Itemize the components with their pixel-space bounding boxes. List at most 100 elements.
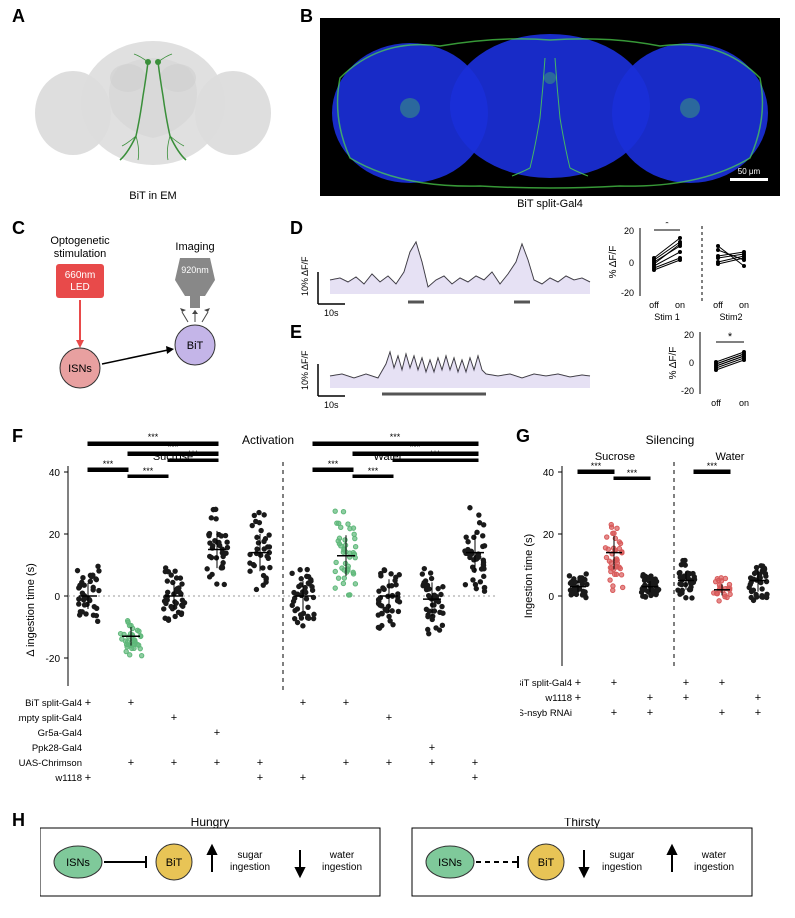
svg-text:ingestion: ingestion xyxy=(322,862,362,873)
svg-text:Thirsty: Thirsty xyxy=(564,818,600,829)
panel-d: 10% ΔF/F 10s 20 0 -20 % ΔF/F xyxy=(300,222,790,322)
svg-text:***: *** xyxy=(168,442,179,452)
svg-text:+: + xyxy=(128,757,134,769)
svg-text:+: + xyxy=(575,677,581,689)
svg-text:Δ ingestion time (s): Δ ingestion time (s) xyxy=(25,563,37,657)
svg-text:Imaging: Imaging xyxy=(175,241,214,253)
svg-text:***: *** xyxy=(707,461,718,471)
svg-text:ISNs: ISNs xyxy=(68,363,92,375)
svg-text:+: + xyxy=(719,707,725,719)
trace-d-svg: 10% ΔF/F 10s 20 0 -20 % ΔF/F xyxy=(300,222,790,322)
svg-text:40: 40 xyxy=(49,468,61,479)
svg-text:+: + xyxy=(429,757,435,769)
svg-text:*: * xyxy=(728,331,733,343)
svg-text:*: * xyxy=(665,222,670,230)
brain-em-svg xyxy=(28,18,278,198)
svg-text:+: + xyxy=(429,742,435,754)
panel-label-c: C xyxy=(12,218,25,239)
svg-text:UAS-nsyb RNAi: UAS-nsyb RNAi xyxy=(520,708,572,719)
svg-text:***: *** xyxy=(390,432,401,442)
svg-text:Empty split-Gal4: Empty split-Gal4 xyxy=(18,713,82,724)
svg-text:0: 0 xyxy=(548,592,554,603)
svg-text:+: + xyxy=(575,692,581,704)
svg-text:0: 0 xyxy=(54,592,60,603)
svg-text:***: *** xyxy=(410,442,421,452)
svg-text:on: on xyxy=(739,300,749,310)
svg-text:off: off xyxy=(711,398,721,408)
svg-text:10s: 10s xyxy=(324,308,339,318)
panel-a-caption: BiT in EM xyxy=(28,190,278,202)
svg-text:ingestion: ingestion xyxy=(230,862,270,873)
svg-text:BiT split-Gal4: BiT split-Gal4 xyxy=(520,678,572,689)
svg-text:Activation: Activation xyxy=(242,433,294,447)
svg-text:40: 40 xyxy=(543,468,555,479)
svg-text:+: + xyxy=(755,707,761,719)
svg-text:Stim2: Stim2 xyxy=(719,312,742,322)
svg-text:BiT: BiT xyxy=(166,857,183,869)
svg-text:***: *** xyxy=(328,459,339,469)
svg-text:+: + xyxy=(611,707,617,719)
svg-text:water: water xyxy=(701,850,727,861)
svg-text:20: 20 xyxy=(49,530,61,541)
svg-text:+: + xyxy=(128,697,134,709)
svg-text:+: + xyxy=(171,712,177,724)
svg-text:Stim 1: Stim 1 xyxy=(654,312,680,322)
svg-text:50 μm: 50 μm xyxy=(738,167,761,176)
svg-text:0: 0 xyxy=(689,358,694,368)
svg-text:-20: -20 xyxy=(621,288,634,298)
svg-text:+: + xyxy=(214,727,220,739)
svg-text:ingestion: ingestion xyxy=(694,862,734,873)
svg-text:Optogenetic: Optogenetic xyxy=(50,235,110,247)
svg-text:BiT: BiT xyxy=(187,340,204,352)
svg-text:+: + xyxy=(472,757,478,769)
svg-text:Hungry: Hungry xyxy=(191,818,230,829)
svg-text:***: *** xyxy=(148,432,159,442)
svg-text:10% ΔF/F: 10% ΔF/F xyxy=(300,256,310,296)
panel-b: 50 μm xyxy=(320,18,780,196)
svg-text:ingestion: ingestion xyxy=(602,862,642,873)
svg-text:LED: LED xyxy=(70,282,89,293)
svg-text:+: + xyxy=(683,677,689,689)
panel-h: Hungry ISNs BiT sugar ingestion water in… xyxy=(40,818,760,908)
svg-text:Silencing: Silencing xyxy=(646,433,695,447)
panel-a: BiT in EM xyxy=(28,18,278,198)
svg-text:+: + xyxy=(343,757,349,769)
svg-text:water: water xyxy=(329,850,355,861)
svg-text:off: off xyxy=(649,300,659,310)
svg-text:-20: -20 xyxy=(681,386,694,396)
panel-b-caption: BiT split-Gal4 xyxy=(320,198,780,210)
svg-text:on: on xyxy=(675,300,685,310)
svg-text:+: + xyxy=(683,692,689,704)
svg-text:+: + xyxy=(386,712,392,724)
svg-text:on: on xyxy=(739,398,749,408)
svg-text:20: 20 xyxy=(624,226,634,236)
panel-e: 10% ΔF/F 10s 20 0 -20 % ΔF/F * off on xyxy=(300,326,790,416)
svg-text:660nm: 660nm xyxy=(65,270,96,281)
svg-text:% ΔF/F: % ΔF/F xyxy=(608,246,619,279)
svg-text:w1118: w1118 xyxy=(54,773,82,784)
svg-text:***: *** xyxy=(430,449,441,459)
svg-text:10s: 10s xyxy=(324,400,339,410)
panel-label-h: H xyxy=(12,810,25,831)
svg-text:+: + xyxy=(343,697,349,709)
svg-text:+: + xyxy=(472,772,478,784)
svg-text:***: *** xyxy=(103,459,114,469)
svg-text:+: + xyxy=(257,772,263,784)
panel-label-b: B xyxy=(300,6,313,27)
svg-text:0: 0 xyxy=(629,258,634,268)
svg-text:+: + xyxy=(85,697,91,709)
svg-text:+: + xyxy=(755,692,761,704)
model-h-svg: Hungry ISNs BiT sugar ingestion water in… xyxy=(40,818,760,908)
svg-text:ISNs: ISNs xyxy=(438,857,462,869)
svg-text:+: + xyxy=(171,757,177,769)
svg-text:+: + xyxy=(85,772,91,784)
svg-text:UAS-Chrimson: UAS-Chrimson xyxy=(19,758,82,769)
chart-g-svg: Silencing Sucrose Water 40 20 0 *** *** … xyxy=(520,430,790,770)
svg-text:+: + xyxy=(300,697,306,709)
svg-text:+: + xyxy=(647,692,653,704)
chart-f-svg: Activation Sucrose Water 40 20 0 -20 *** xyxy=(18,430,508,800)
svg-text:920nm: 920nm xyxy=(181,265,209,275)
svg-text:10% ΔF/F: 10% ΔF/F xyxy=(300,350,310,390)
panel-label-a: A xyxy=(12,6,25,27)
svg-text:% ΔF/F: % ΔF/F xyxy=(668,347,679,380)
